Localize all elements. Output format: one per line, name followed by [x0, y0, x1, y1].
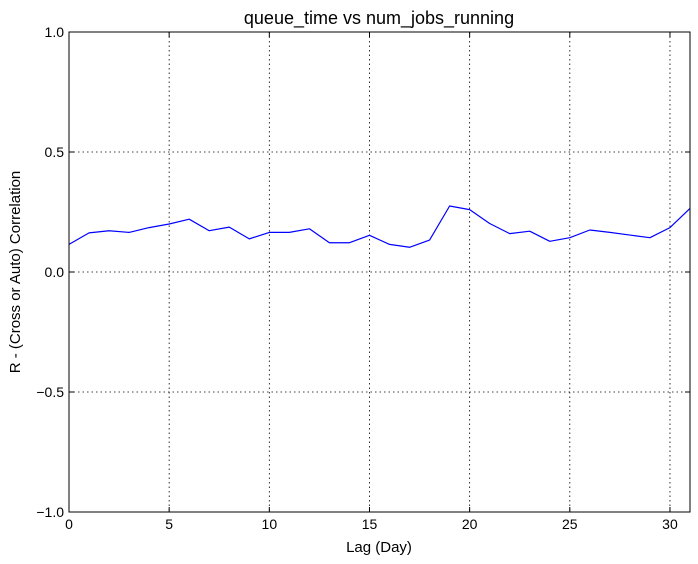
x-tick-label: 20	[462, 516, 478, 532]
chart-title: queue_time vs num_jobs_running	[244, 8, 514, 29]
series-line	[68, 205, 691, 248]
ticks-group: 0 5 10 15 20 25 30 −1.0 −0.5 0.0 0.5 1.0	[36, 24, 690, 532]
x-tick-label: 5	[165, 516, 173, 532]
y-axis-label: R - (Cross or Auto) Correlation	[7, 171, 24, 374]
y-tick-label: 1.0	[45, 24, 65, 40]
series-group	[68, 205, 691, 248]
y-tick-label: 0.0	[45, 264, 65, 280]
x-tick-label: 25	[562, 516, 578, 532]
x-tick-label: 0	[65, 516, 73, 532]
x-axis-label: Lag (Day)	[346, 539, 412, 556]
y-tick-label: −1.0	[36, 504, 64, 520]
x-tick-label: 10	[262, 516, 278, 532]
x-tick-label: 15	[362, 516, 378, 532]
grid-lines	[69, 32, 690, 512]
y-tick-label: −0.5	[36, 384, 64, 400]
y-tick-label: 0.5	[45, 144, 65, 160]
x-tick-label: 30	[662, 516, 678, 532]
